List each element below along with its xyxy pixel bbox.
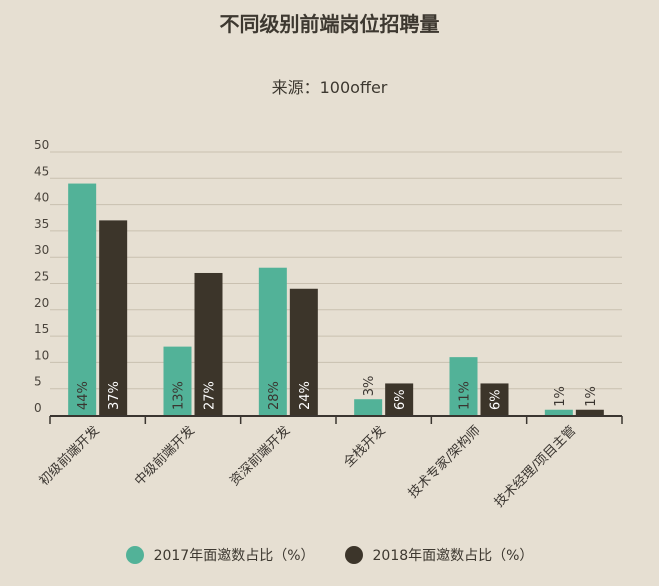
y-tick-label: 40 [34,191,49,205]
y-tick-label: 45 [34,164,49,178]
bar-2017 [544,409,573,415]
legend-label-2018: 2018年面邀数占比（%） [372,548,534,564]
legend-label-2017: 2017年面邀数占比（%） [153,548,315,564]
y-tick-label: 50 [34,138,49,152]
y-tick-label: 5 [34,375,42,389]
bar-2018 [289,288,318,415]
bar-2017 [68,183,97,415]
bar-2018 [385,383,414,415]
legend-item-2018: 2018年面邀数占比（%） [344,545,534,565]
chart-legend: 2017年面邀数占比（%） 2018年面邀数占比（%） [0,545,659,565]
data-label: 1% [553,386,568,407]
bar-2018 [99,220,128,415]
x-category-label: 技术经理/项目主管 [492,423,579,510]
x-category-label: 全栈开发 [340,423,388,471]
data-label: 13% [172,381,187,410]
data-label: 6% [393,389,408,410]
bar-2017 [258,267,287,415]
bar-2017 [163,346,192,415]
data-label: 27% [203,381,218,410]
bar-2018 [194,272,223,415]
data-label: 6% [489,389,504,410]
x-category-label: 初级前端开发 [36,423,102,489]
data-label: 3% [362,376,377,397]
data-label: 44% [76,381,91,410]
y-tick-label: 20 [34,296,49,310]
y-tick-label: 35 [34,217,49,231]
data-label: 1% [584,386,599,407]
data-label: 11% [458,381,473,410]
chart-subtitle: 来源：100offer [271,78,388,97]
legend-swatch-2018 [344,546,363,564]
y-tick-label: 25 [34,270,49,284]
x-category-label: 技术专家/架构师 [405,423,484,502]
legend-item-2017: 2017年面邀数占比（%） [125,545,315,565]
bar-2018 [480,383,509,415]
data-label: 28% [267,381,282,410]
legend-swatch-2017 [125,546,144,564]
x-category-label: 资深前端开发 [227,423,293,489]
x-category-label: 中级前端开发 [131,423,197,489]
data-label: 24% [298,381,313,410]
bar-2018 [575,409,604,415]
chart-title: 不同级别前端岗位招聘量 [219,12,440,36]
y-tick-label: 0 [34,401,42,415]
data-label: 37% [107,381,122,410]
y-tick-label: 10 [34,348,49,362]
bar-2017 [354,399,383,415]
y-tick-label: 30 [34,243,49,257]
y-tick-label: 15 [34,322,49,336]
bar-2017 [449,357,478,415]
